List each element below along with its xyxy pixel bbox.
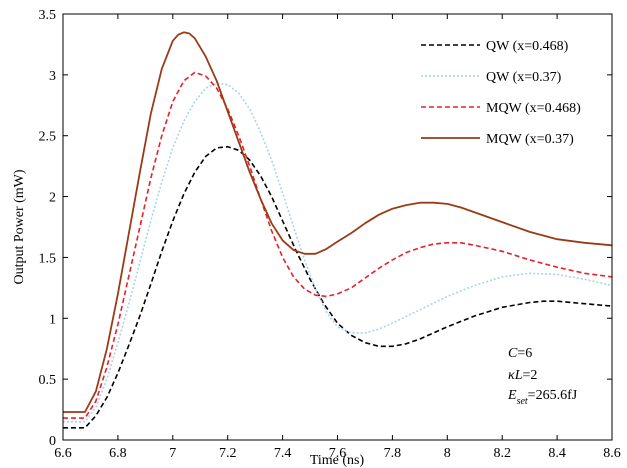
x-tick-label-1: 6.6 <box>54 446 72 461</box>
series-line-2 <box>63 82 613 423</box>
x-tick-label-10: 8.4 <box>548 446 566 461</box>
legend-label-4: MQW (x=0.37) <box>486 132 574 147</box>
ticks-layer: 6.6 6.8 7 7.2 7.4 7.6 7.8 8 8.2 8.4 8.6 0 0.5 1 1.5 2 2.… <box>39 8 621 461</box>
annotation-c-symbol: C <box>508 346 518 361</box>
y-tick-label-5: 2 <box>49 191 56 206</box>
legend: QW (x=0.468) QW (x=0.37) MQW (x=0.468) MQW … <box>421 39 581 147</box>
x-tick-label-7: 7.8 <box>384 446 402 461</box>
x-tick-label-6: 7.6 <box>329 446 347 461</box>
y-tick-label-4: 1.5 <box>39 251 57 266</box>
annotation-block: C=6 κL=2 Eset=265.6fJ <box>507 346 578 407</box>
x-tick-label-11: 8.6 <box>603 446 621 461</box>
annotation-c-value: =6 <box>517 346 532 361</box>
x-axis-title: Time (ns) <box>310 453 365 468</box>
annotation-kl-symbol: κL <box>508 368 523 383</box>
annotation-kl-value: =2 <box>523 368 538 383</box>
legend-label-2: QW (x=0.37) <box>486 70 562 85</box>
x-tick-label-8: 8 <box>444 446 451 461</box>
y-axis-title: Output Power (mW) <box>12 169 27 284</box>
y-tick-label-8: 3.5 <box>39 8 57 23</box>
series-line-3 <box>63 71 613 419</box>
x-tick-label-2: 6.8 <box>109 446 127 461</box>
series-layer <box>63 31 613 429</box>
annotation-e-symbol: E <box>507 388 517 403</box>
annotation-kl: κL=2 <box>508 368 537 383</box>
annotation-e: Eset=265.6fJ <box>507 388 578 407</box>
y-tick-label-6: 2.5 <box>39 130 57 145</box>
x-tick-label-4: 7.2 <box>219 446 237 461</box>
x-tick-label-5: 7.4 <box>274 446 292 461</box>
y-tick-label-2: 0.5 <box>39 373 57 388</box>
y-tick-label-7: 3 <box>49 69 56 84</box>
series-line-4 <box>63 31 613 413</box>
y-tick-label-1: 0 <box>49 434 56 449</box>
annotation-c: C=6 <box>508 346 532 361</box>
y-tick-label-3: 1 <box>49 312 56 327</box>
legend-label-3: MQW (x=0.468) <box>486 101 581 116</box>
x-tick-label-3: 7 <box>169 446 176 461</box>
legend-label-1: QW (x=0.468) <box>486 39 569 54</box>
x-tick-label-9: 8.2 <box>493 446 511 461</box>
annotation-e-subscript: set <box>517 396 528 407</box>
series-line-1 <box>63 145 613 429</box>
annotation-e-value: =265.6fJ <box>528 388 578 403</box>
